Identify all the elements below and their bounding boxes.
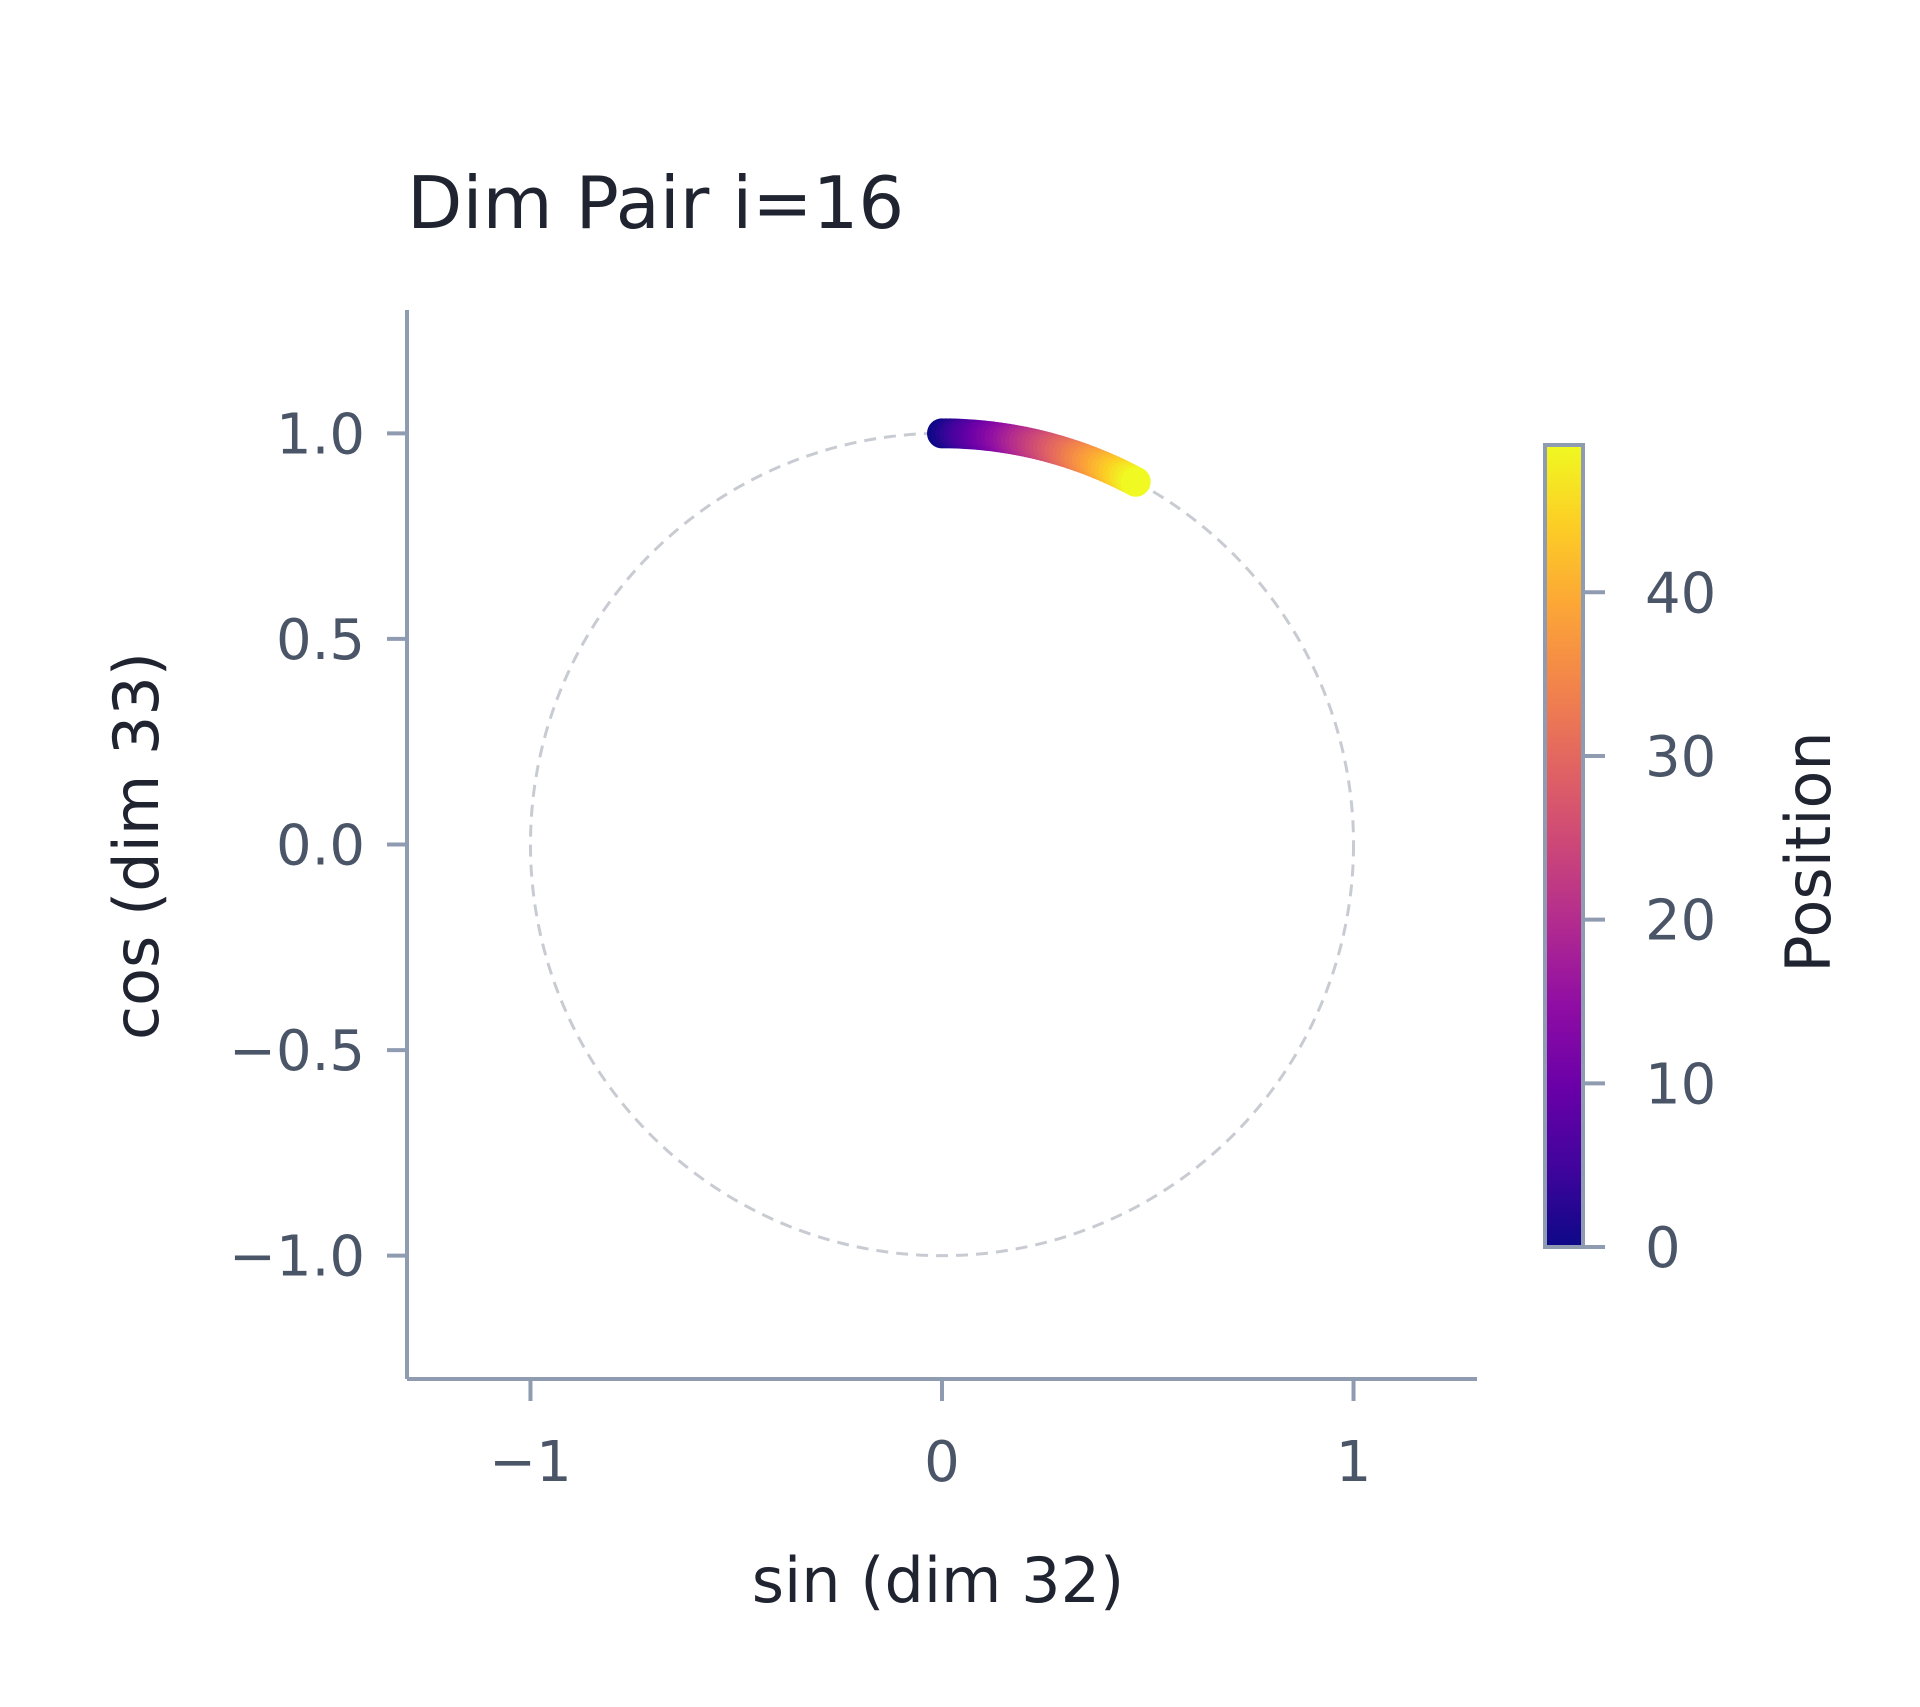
chart-title: Dim Pair i=16 [407,161,904,245]
colorbar-tick-label: 10 [1645,1052,1716,1117]
y-tick-label: 0.5 [276,608,365,673]
colorbar-tick-label: 20 [1645,889,1716,954]
colorbar-tick-label: 30 [1645,725,1716,790]
colorbar-tick-label: 0 [1645,1216,1681,1281]
colorbar: 0 10 20 30 40 [1543,443,1716,1281]
colorbar-tick-label: 40 [1645,561,1716,626]
x-tick-label: −1 [489,1430,572,1495]
x-tick-label: 1 [1336,1430,1372,1495]
data-point-49 [1120,466,1151,497]
y-tick-label: −0.5 [229,1019,365,1084]
y-axis-label: cos (dim 33) [100,652,173,1040]
colorbar-gradient [1543,443,1585,1249]
x-tick-label: 0 [924,1430,960,1495]
colorbar-label: Position [1772,731,1845,972]
x-axis-label: sin (dim 32) [752,1544,1124,1617]
plot-area [528,418,1356,1258]
y-tick-label: 0.0 [276,814,365,879]
axes: 1.0 0.5 0.0 −0.5 −1.0 −1 0 1 [229,310,1477,1495]
y-tick-label: 1.0 [276,402,365,467]
y-tick-label: −1.0 [229,1225,365,1290]
reference-circle [528,431,1356,1258]
